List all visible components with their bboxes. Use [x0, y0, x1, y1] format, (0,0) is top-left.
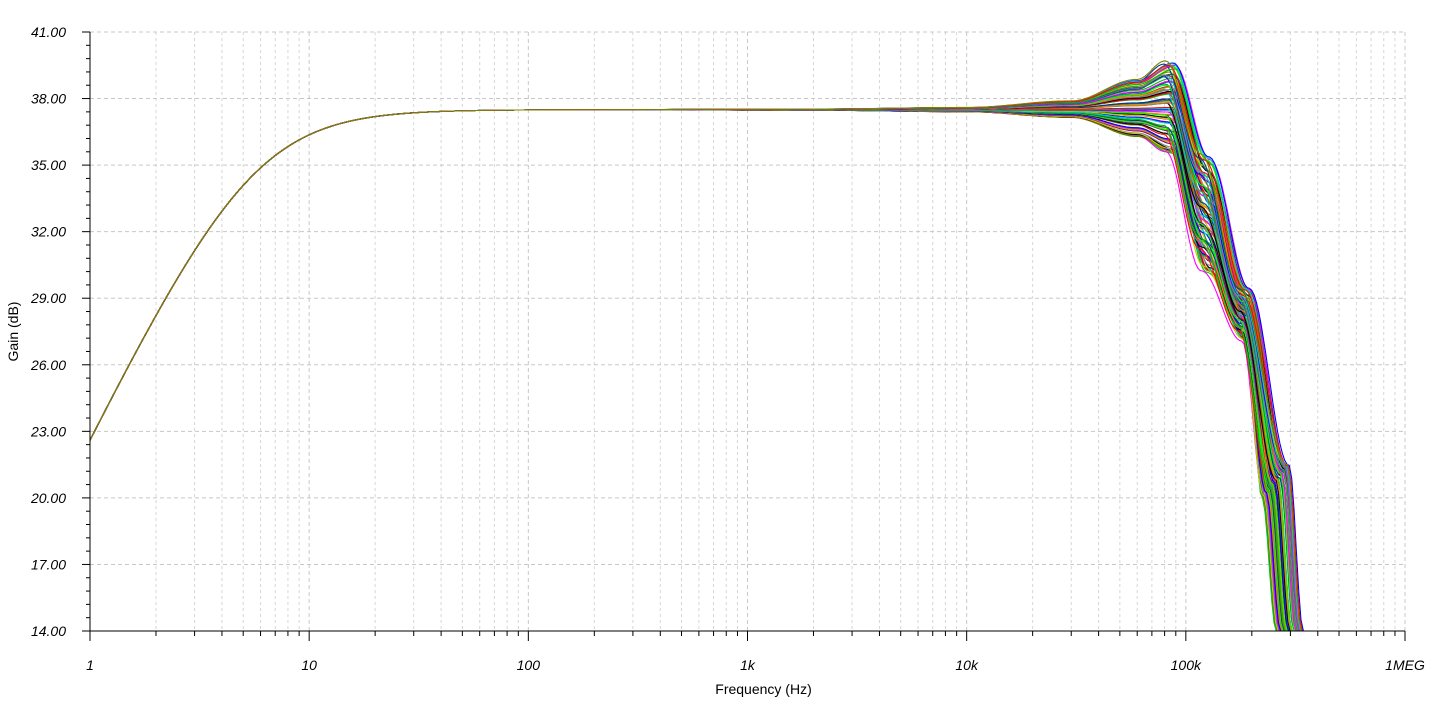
- gain-trace: [90, 102, 1292, 631]
- gain-trace: [90, 102, 1293, 631]
- gain-trace: [90, 109, 1288, 631]
- gain-trace: [90, 109, 1288, 631]
- gain-trace: [90, 109, 1290, 631]
- y-tick-label: 17.00: [31, 556, 66, 572]
- x-tick-label: 100k: [1171, 657, 1202, 673]
- gain-trace: [90, 109, 1291, 631]
- y-tick-label: 14.00: [31, 623, 66, 639]
- gain-trace: [90, 73, 1302, 631]
- gain-trace: [90, 106, 1292, 631]
- y-tick-label: 26.00: [30, 357, 66, 373]
- gain-trace: [90, 98, 1293, 631]
- gain-trace: [90, 93, 1293, 631]
- x-tick-label: 1k: [740, 657, 756, 673]
- gain-trace: [90, 109, 1289, 631]
- gain-trace: [90, 92, 1297, 631]
- y-tick-label: 23.00: [30, 423, 66, 439]
- y-tick-label: 29.00: [30, 290, 66, 306]
- gain-trace: [90, 76, 1299, 631]
- gain-trace: [90, 74, 1299, 631]
- gain-trace: [90, 62, 1304, 631]
- gain-trace: [90, 64, 1303, 631]
- gain-trace: [90, 92, 1297, 631]
- gain-trace: [90, 65, 1302, 631]
- gain-trace: [90, 86, 1296, 631]
- gain-trace: [90, 109, 1288, 631]
- gain-trace: [90, 63, 1302, 631]
- gain-trace: [90, 93, 1297, 631]
- y-tick-label: 32.00: [31, 224, 66, 240]
- gain-trace: [90, 60, 1303, 631]
- trace-layer: [90, 60, 1304, 631]
- x-axis-title: Frequency (Hz): [715, 681, 811, 697]
- gain-trace: [90, 109, 1289, 631]
- x-tick-label: 1: [86, 657, 94, 673]
- gain-trace: [90, 66, 1303, 631]
- y-axis-title: Gain (dB): [5, 302, 21, 362]
- gain-trace: [90, 109, 1288, 631]
- gain-trace: [90, 101, 1293, 631]
- gain-trace: [90, 109, 1288, 631]
- gain-trace: [90, 63, 1302, 631]
- x-tick-label: 1MEG: [1385, 657, 1425, 673]
- gain-trace: [90, 86, 1296, 631]
- gain-trace: [90, 90, 1297, 631]
- gain-trace: [90, 89, 1297, 631]
- y-tick-label: 20.00: [30, 490, 66, 506]
- gain-trace: [90, 88, 1297, 631]
- y-tick-label: 41.00: [31, 24, 66, 40]
- gain-trace: [90, 109, 1290, 631]
- x-tick-label: 10: [301, 657, 317, 673]
- gain-trace: [90, 101, 1291, 631]
- y-tick-label: 35.00: [31, 157, 66, 173]
- label-layer: Frequency (Hz) Gain (dB) 1 10 100 1k 10k 100k…: [5, 24, 1425, 697]
- gain-trace: [90, 109, 1289, 631]
- gain-trace: [90, 99, 1293, 631]
- gain-trace: [90, 109, 1289, 631]
- y-tick-label: 38.00: [31, 91, 66, 107]
- gain-trace: [90, 83, 1297, 631]
- axis-layer: [82, 31, 1406, 641]
- gain-trace: [90, 88, 1298, 631]
- gain-trace: [90, 69, 1301, 631]
- gain-trace: [90, 98, 1295, 631]
- x-tick-label: 10k: [955, 657, 979, 673]
- gain-trace: [90, 77, 1299, 631]
- gain-trace: [90, 100, 1293, 631]
- grid-layer: [89, 31, 1406, 632]
- gain-trace: [90, 92, 1296, 631]
- gain-trace: [90, 65, 1303, 631]
- gain-trace: [90, 74, 1301, 631]
- gain-trace: [90, 81, 1299, 631]
- x-tick-label: 100: [517, 657, 541, 673]
